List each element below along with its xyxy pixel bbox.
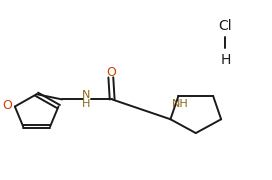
Text: N
H: N H <box>82 90 91 109</box>
Text: H: H <box>220 53 231 67</box>
Text: O: O <box>2 99 12 112</box>
Text: NH: NH <box>171 99 188 109</box>
Text: O: O <box>106 66 116 79</box>
Text: Cl: Cl <box>219 19 232 33</box>
